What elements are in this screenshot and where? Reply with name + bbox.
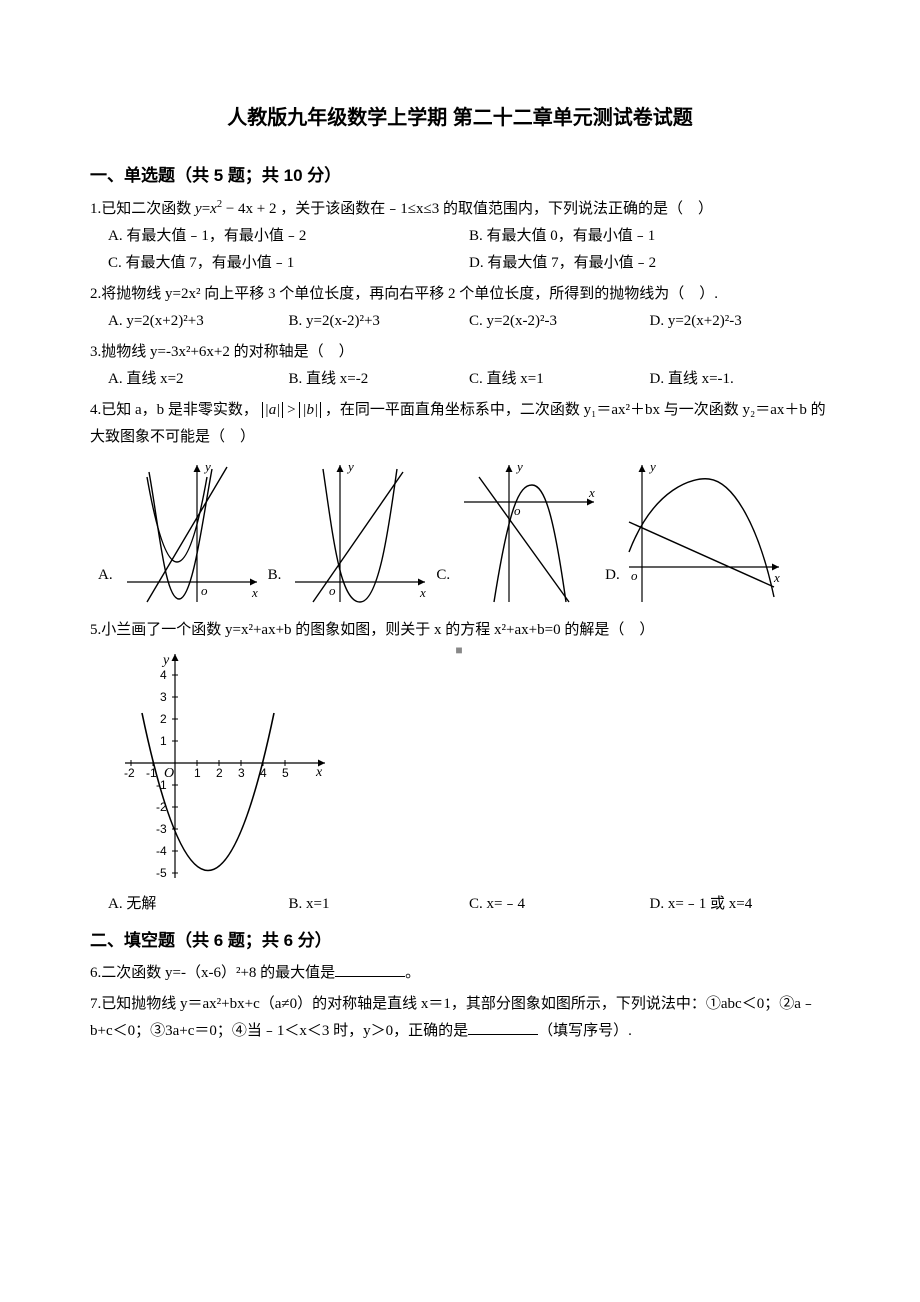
svg-text:o: o: [329, 583, 336, 598]
q4-stem-a: 4.已知 a，b 是非零实数，: [90, 402, 258, 418]
question-2: 2.将抛物线 y=2x² 向上平移 3 个单位长度，再向右平移 2 个单位长度，…: [90, 281, 830, 335]
svg-text:x: x: [588, 485, 595, 500]
q1-opt-d: D. 有最大值 7，有最小值﹣2: [469, 250, 830, 277]
page-title: 人教版九年级数学上学期 第二十二章单元测试卷试题: [90, 100, 830, 136]
svg-text:2: 2: [160, 712, 167, 726]
q1-opt-c: C. 有最大值 7，有最小值﹣1: [108, 250, 469, 277]
q1-options: A. 有最大值﹣1，有最小值﹣2 B. 有最大值 0，有最小值﹣1 C. 有最大…: [90, 223, 830, 277]
q4-svg-a: x y o: [117, 457, 262, 607]
question-5: 5.小兰画了一个函数 y=x²+ax+b 的图象如图，则关于 x 的方程 x²+…: [90, 617, 830, 918]
q2-opt-d: D. y=2(x+2)²-3: [650, 308, 831, 335]
svg-text:x: x: [419, 585, 426, 600]
svg-text:5: 5: [282, 766, 289, 780]
svg-text:x: x: [315, 765, 323, 780]
q5-opt-b: B. x=1: [289, 891, 470, 918]
q4-abs-expr: |a| > |b|: [262, 402, 325, 418]
question-7: 7.已知抛物线 y＝ax²+bx+c（a≠0）的对称轴是直线 x＝1，其部分图象…: [90, 991, 830, 1045]
q4-label-c: C.: [436, 562, 450, 589]
svg-text:-3: -3: [156, 822, 167, 836]
q5-opt-d: D. x=﹣1 或 x=4: [650, 891, 831, 918]
q3-options: A. 直线 x=2 B. 直线 x=-2 C. 直线 x=1 D. 直线 x=-…: [90, 366, 830, 393]
q4-label-d: D.: [605, 562, 620, 589]
q1-formula: y=x2 − 4x + 2: [195, 201, 280, 217]
q4-svg-b: x y o: [285, 457, 430, 607]
q1-stem-a: 1.已知二次函数: [90, 201, 195, 217]
q7-stem-a: 7.已知抛物线 y＝ax²+bx+c（a≠0）的对称轴是直线 x＝1，其部分图象…: [90, 996, 816, 1039]
q4-graph-b: B. x y o: [268, 457, 431, 607]
svg-text:-4: -4: [156, 844, 167, 858]
q6-blank: [335, 962, 405, 977]
q3-opt-c: C. 直线 x=1: [469, 366, 650, 393]
q3-opt-b: B. 直线 x=-2: [289, 366, 470, 393]
section1-header: 一、单选题（共 5 题；共 10 分）: [90, 161, 830, 192]
q4-graph-d: D. x y o: [605, 457, 784, 607]
q2-opt-a: A. y=2(x+2)²+3: [108, 308, 289, 335]
q4-svg-c: x y o: [454, 457, 599, 607]
question-6: 6.二次函数 y=-（x-6）²+8 的最大值是 。: [90, 960, 830, 987]
q4-label-b: B.: [268, 562, 282, 589]
q2-options: A. y=2(x+2)²+3 B. y=2(x-2)²+3 C. y=2(x-2…: [90, 308, 830, 335]
q1-opt-b: B. 有最大值 0，有最小值﹣1: [469, 223, 830, 250]
svg-text:3: 3: [238, 766, 245, 780]
q1-opt-a: A. 有最大值﹣1，有最小值﹣2: [108, 223, 469, 250]
svg-text:3: 3: [160, 690, 167, 704]
q4-graph-row: A. x y o B. x y: [98, 457, 830, 607]
svg-text:y: y: [161, 653, 170, 668]
q4-label-a: A.: [98, 562, 113, 589]
svg-text:x: x: [251, 585, 258, 600]
svg-text:x: x: [773, 570, 780, 585]
question-4: 4.已知 a，b 是非零实数， |a| > |b| ，在同一平面直角坐标系中，二…: [90, 397, 830, 607]
q5-graph: y x O -2 -1 1 2 3 4 5 4 3 2 1 -1 -2 -3: [120, 648, 830, 883]
q2-opt-b: B. y=2(x-2)²+3: [289, 308, 470, 335]
svg-text:-2: -2: [124, 766, 135, 780]
q6-stem-a: 6.二次函数 y=-（x-6）²+8 的最大值是: [90, 965, 335, 981]
q4-svg-d: x y o: [624, 457, 784, 607]
q2-opt-c: C. y=2(x-2)²-3: [469, 308, 650, 335]
svg-text:y: y: [648, 459, 656, 474]
q3-opt-d: D. 直线 x=-1.: [650, 366, 831, 393]
svg-text:-5: -5: [156, 866, 167, 880]
q4-graph-c: C. x y o: [436, 457, 599, 607]
q4-graph-a: A. x y o: [98, 457, 262, 607]
svg-text:2: 2: [216, 766, 223, 780]
q5-svg: y x O -2 -1 1 2 3 4 5 4 3 2 1 -1 -2 -3: [120, 648, 330, 883]
svg-text:y: y: [346, 459, 354, 474]
q7-stem-b: （填写序号）.: [538, 1023, 632, 1039]
svg-text:o: o: [201, 583, 208, 598]
svg-text:1: 1: [194, 766, 201, 780]
svg-text:4: 4: [160, 668, 167, 682]
q6-stem-b: 。: [405, 965, 420, 981]
question-1: 1.已知二次函数 y=x2 − 4x + 2 ，关于该函数在﹣1≤x≤3 的取值…: [90, 196, 830, 277]
q2-stem: 2.将抛物线 y=2x² 向上平移 3 个单位长度，再向右平移 2 个单位长度，…: [90, 281, 830, 308]
q3-opt-a: A. 直线 x=2: [108, 366, 289, 393]
q5-stem: 5.小兰画了一个函数 y=x²+ax+b 的图象如图，则关于 x 的方程 x²+…: [90, 617, 830, 644]
q5-opt-a: A. 无解: [108, 891, 289, 918]
section2-header: 二、填空题（共 6 题；共 6 分）: [90, 926, 830, 957]
question-3: 3.抛物线 y=-3x²+6x+2 的对称轴是（ ） A. 直线 x=2 B. …: [90, 339, 830, 393]
svg-text:o: o: [631, 568, 638, 583]
q3-stem: 3.抛物线 y=-3x²+6x+2 的对称轴是（ ）: [90, 339, 830, 366]
q5-options: A. 无解 B. x=1 C. x=﹣4 D. x=﹣1 或 x=4: [90, 891, 830, 918]
svg-text:y: y: [515, 459, 523, 474]
q5-opt-c: C. x=﹣4: [469, 891, 650, 918]
svg-text:y: y: [203, 459, 211, 474]
svg-text:1: 1: [160, 734, 167, 748]
q1-stem-b: ，关于该函数在﹣1≤x≤3 的取值范围内，下列说法正确的是（ ）: [280, 201, 713, 217]
q7-blank: [468, 1020, 538, 1035]
